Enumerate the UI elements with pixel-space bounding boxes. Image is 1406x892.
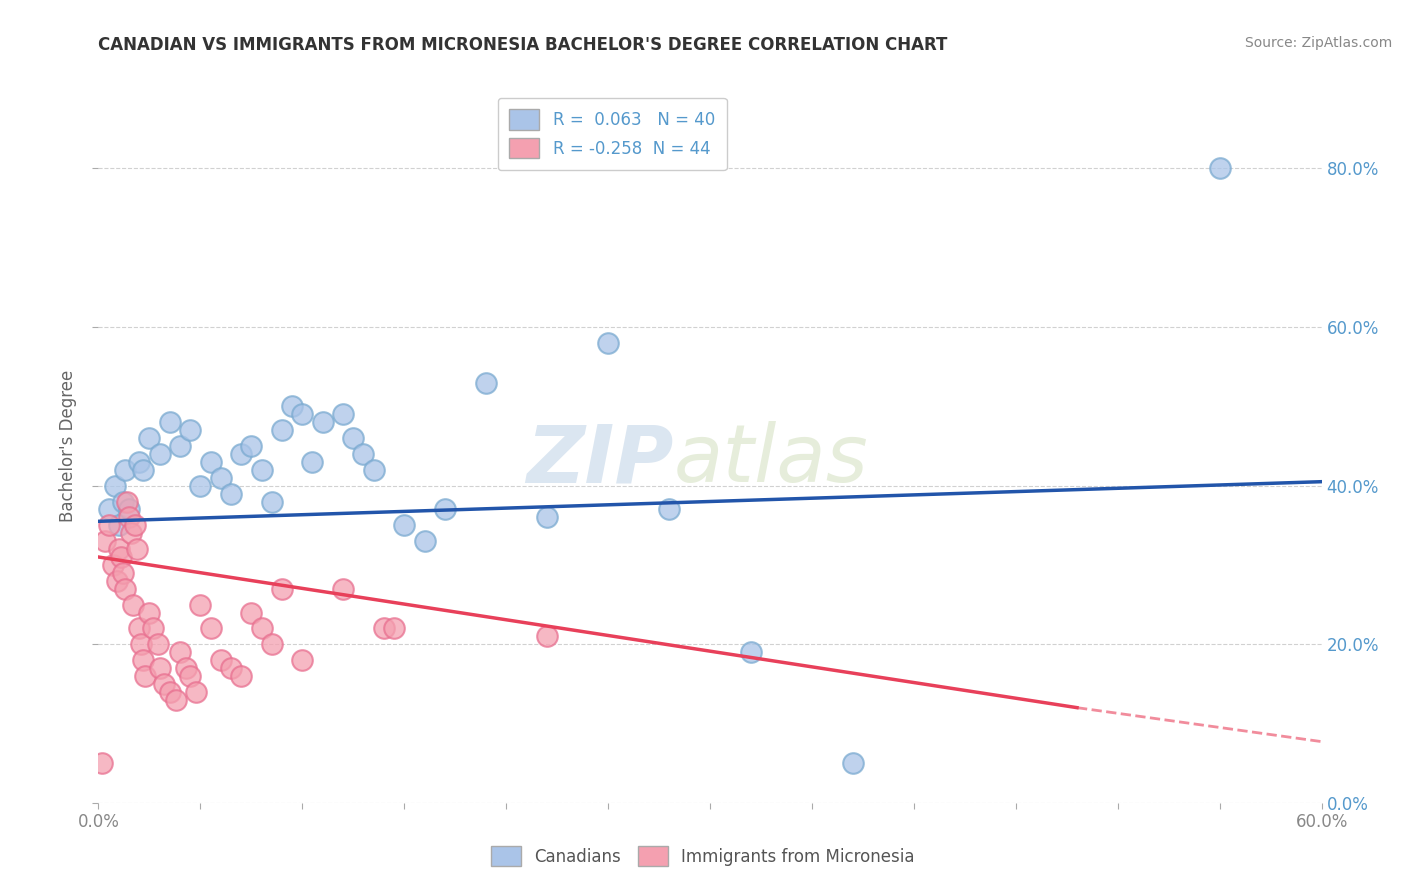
Point [169, 439, 191, 453]
Point [110, 549, 132, 564]
Point [291, 653, 314, 667]
Point [596, 335, 619, 350]
Point [128, 455, 150, 469]
Point [740, 645, 762, 659]
Point [149, 661, 172, 675]
Point [382, 621, 405, 635]
Point [281, 400, 304, 414]
Point [231, 447, 253, 461]
Point [179, 669, 201, 683]
Point [114, 463, 136, 477]
Point [219, 661, 242, 675]
Point [260, 494, 283, 508]
Point [219, 486, 242, 500]
Point [536, 510, 558, 524]
Point [200, 455, 222, 469]
Point [179, 423, 201, 437]
Point [108, 518, 131, 533]
Point [658, 502, 681, 516]
Legend: Canadians, Immigrants from Micronesia: Canadians, Immigrants from Micronesia [482, 838, 924, 875]
Point [124, 518, 146, 533]
Point [209, 471, 232, 485]
Text: ZIP: ZIP [526, 421, 673, 500]
Point [101, 558, 124, 572]
Point [260, 637, 283, 651]
Point [474, 376, 498, 390]
Point [138, 431, 160, 445]
Point [115, 494, 138, 508]
Point [91, 756, 114, 771]
Point [188, 478, 212, 492]
Point [1208, 161, 1232, 176]
Point [312, 415, 335, 429]
Point [270, 582, 294, 596]
Point [363, 463, 385, 477]
Text: CANADIAN VS IMMIGRANTS FROM MICRONESIA BACHELOR'S DEGREE CORRELATION CHART: CANADIAN VS IMMIGRANTS FROM MICRONESIA B… [98, 36, 948, 54]
Point [392, 518, 416, 533]
Point [165, 692, 187, 706]
Point [127, 542, 149, 557]
Point [118, 502, 141, 516]
Point [114, 582, 136, 596]
Point [301, 455, 323, 469]
Point [128, 621, 150, 635]
Text: Source: ZipAtlas.com: Source: ZipAtlas.com [1244, 36, 1392, 50]
Point [342, 431, 364, 445]
Point [200, 621, 222, 635]
Point [108, 542, 131, 557]
Point [111, 494, 134, 508]
Point [118, 510, 141, 524]
Point [332, 582, 354, 596]
Point [138, 606, 160, 620]
Point [146, 637, 169, 651]
Point [97, 518, 120, 533]
Point [536, 629, 558, 643]
Point [152, 677, 174, 691]
Point [111, 566, 134, 580]
Point [332, 407, 354, 421]
Point [169, 645, 191, 659]
Point [132, 653, 155, 667]
Point [231, 669, 253, 683]
Point [291, 407, 314, 421]
Point [93, 534, 115, 549]
Point [105, 574, 128, 588]
Point [240, 606, 263, 620]
Point [413, 534, 436, 549]
Point [159, 685, 181, 699]
Point [159, 415, 181, 429]
Point [97, 502, 120, 516]
Text: atlas: atlas [673, 421, 868, 500]
Point [104, 478, 127, 492]
Point [142, 621, 165, 635]
Point [433, 502, 456, 516]
Point [174, 661, 197, 675]
Point [841, 756, 863, 771]
Point [129, 637, 152, 651]
Point [352, 447, 374, 461]
Point [250, 621, 273, 635]
Legend: R =  0.063   N = 40, R = -0.258  N = 44: R = 0.063 N = 40, R = -0.258 N = 44 [498, 97, 727, 169]
Y-axis label: Bachelor's Degree: Bachelor's Degree [59, 370, 77, 522]
Point [188, 598, 212, 612]
Point [122, 598, 145, 612]
Point [209, 653, 232, 667]
Point [149, 447, 172, 461]
Point [132, 463, 155, 477]
Point [186, 685, 208, 699]
Point [250, 463, 273, 477]
Point [270, 423, 294, 437]
Point [373, 621, 395, 635]
Point [120, 526, 142, 541]
Point [240, 439, 263, 453]
Point [134, 669, 156, 683]
